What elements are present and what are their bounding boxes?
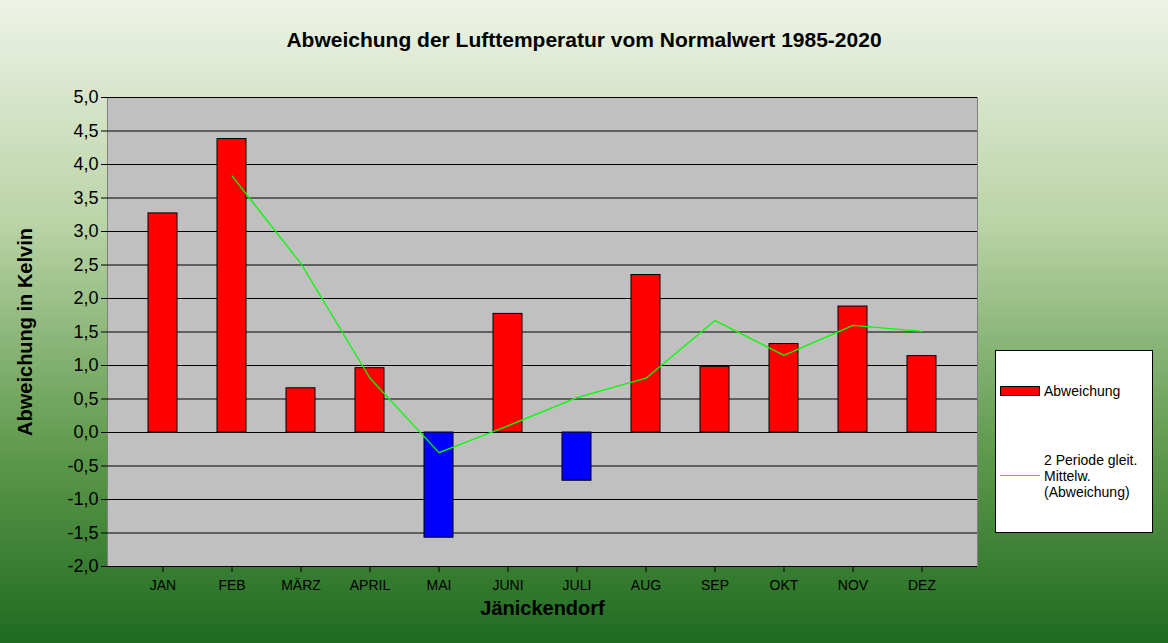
- svg-text:2,5: 2,5: [73, 255, 98, 275]
- html-text:Abweichung der Lufttemperatur: Abweichung der Lufttemperatur vom Normal…: [286, 28, 882, 51]
- svg-text:0,5: 0,5: [73, 389, 98, 409]
- svg-text:DEZ: DEZ: [908, 577, 936, 593]
- svg-text:OKT: OKT: [770, 577, 799, 593]
- svg-text:Jänickendorf: Jänickendorf: [480, 597, 605, 619]
- svg-text:FEB: FEB: [218, 577, 245, 593]
- svg-text:3,0: 3,0: [73, 221, 98, 241]
- svg-text:MÄRZ: MÄRZ: [281, 577, 321, 593]
- svg-text:0,0: 0,0: [73, 422, 98, 442]
- svg-text:APRIL: APRIL: [350, 577, 391, 593]
- svg-text:4,0: 4,0: [73, 154, 98, 174]
- html-text:2 Periode gleit. Mittelw. (Abw: 2 Periode gleit. Mittelw. (Abweichung): [1044, 451, 1138, 500]
- svg-text:-1,5: -1,5: [67, 523, 98, 543]
- svg-text:2,0: 2,0: [73, 288, 98, 308]
- svg-text:Abweichung in Kelvin: Abweichung in Kelvin: [14, 228, 36, 436]
- svg-text:MAI: MAI: [427, 577, 452, 593]
- html-text:Abweichung: Abweichung: [1044, 383, 1121, 400]
- svg-text:-2,0: -2,0: [67, 556, 98, 576]
- svg-text:-0,5: -0,5: [67, 456, 98, 476]
- svg-text:JAN: JAN: [150, 577, 176, 593]
- svg-text:SEP: SEP: [701, 577, 729, 593]
- svg-text:JUNI: JUNI: [492, 577, 523, 593]
- svg-text:3,5: 3,5: [73, 188, 98, 208]
- svg-text:JULI: JULI: [563, 577, 592, 593]
- svg-text:4,5: 4,5: [73, 121, 98, 141]
- svg-text:5,0: 5,0: [73, 87, 98, 107]
- svg-text:NOV: NOV: [838, 577, 869, 593]
- svg-text:-1,0: -1,0: [67, 489, 98, 509]
- svg-text:AUG: AUG: [631, 577, 661, 593]
- svg-text:1,0: 1,0: [73, 355, 98, 375]
- svg-text:1,5: 1,5: [73, 322, 98, 342]
